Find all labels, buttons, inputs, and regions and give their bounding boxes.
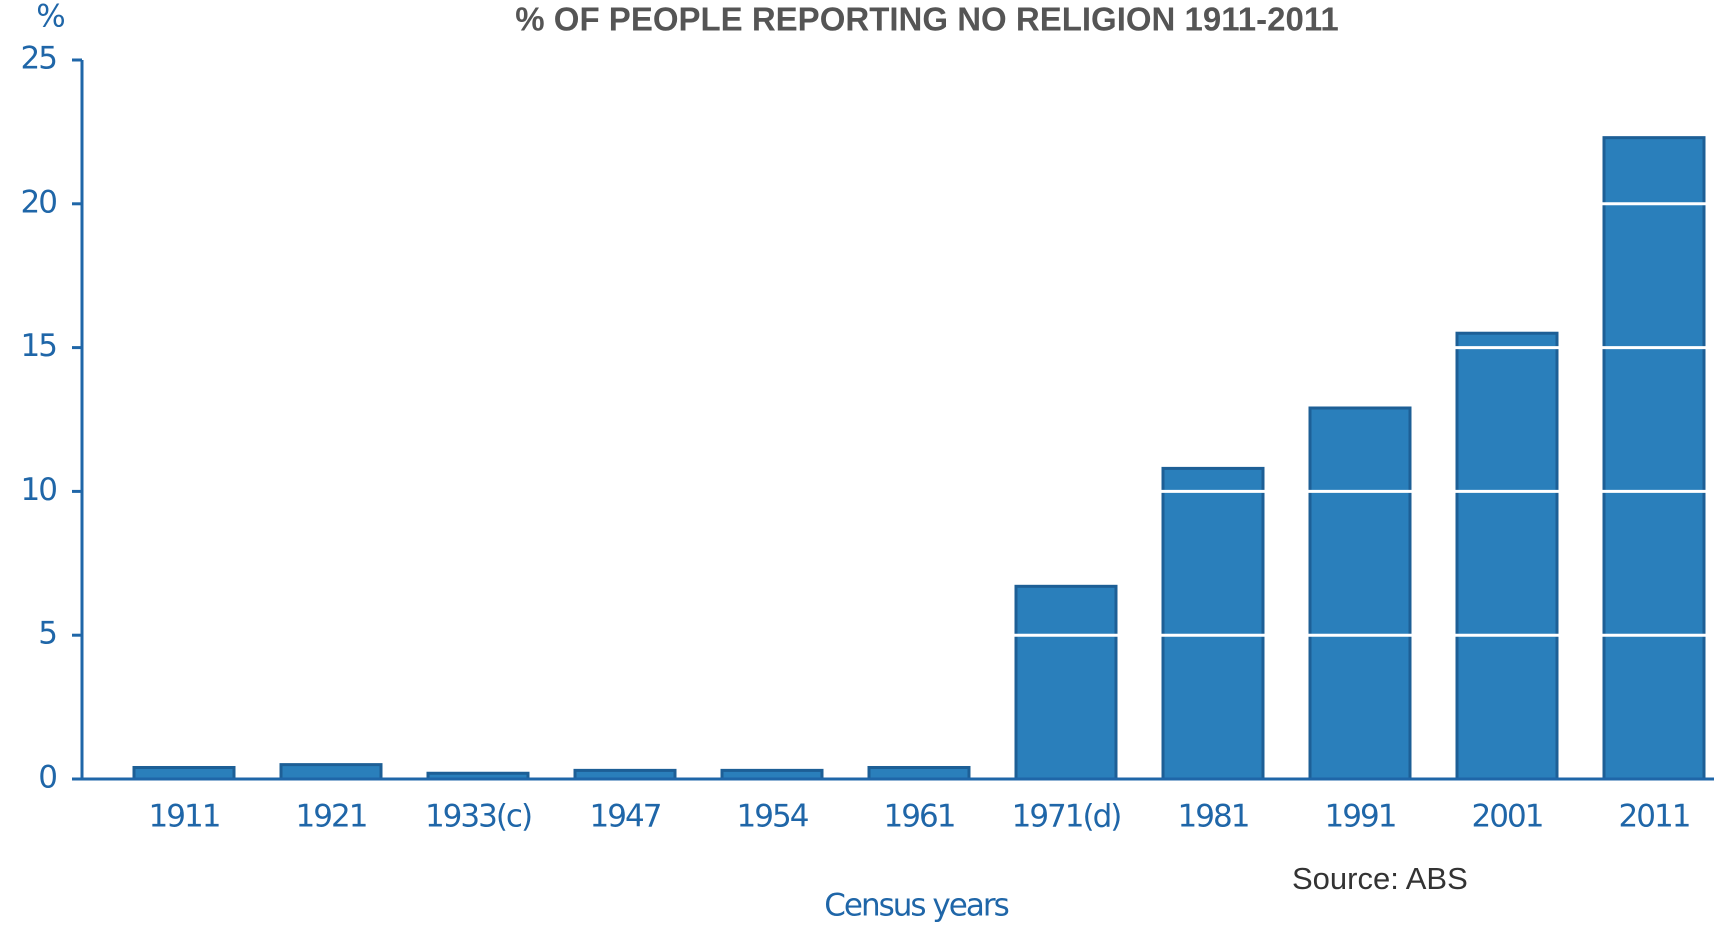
bar — [1014, 584, 1118, 781]
x-tick-label: 2011 — [1619, 799, 1690, 835]
x-tick-label: 1961 — [884, 799, 955, 835]
y-tick-label: 0 — [38, 760, 56, 796]
y-axis-label: % — [36, 0, 64, 35]
y-tick-label: 20 — [21, 184, 57, 220]
source-note: Source: ABS — [1292, 861, 1468, 896]
x-tick-label: 2001 — [1472, 799, 1543, 835]
y-tick-label: 10 — [21, 472, 57, 508]
bar — [867, 765, 971, 781]
bar — [1602, 136, 1706, 781]
y-tick-label: 25 — [21, 41, 57, 77]
bar — [132, 765, 236, 781]
x-tick-label: 1971(d) — [1012, 799, 1121, 835]
x-tick-label: 1921 — [296, 799, 367, 835]
x-tick-label: 1911 — [149, 799, 220, 835]
x-axis-label: Census years — [824, 888, 1008, 924]
y-tick-label: 5 — [38, 616, 56, 652]
bar — [279, 763, 383, 781]
x-tick-label: 1954 — [737, 799, 808, 835]
x-tick-label: 1991 — [1325, 799, 1396, 835]
bar — [1308, 406, 1412, 781]
x-tick-label: 1981 — [1178, 799, 1249, 835]
bar — [1455, 331, 1559, 781]
y-tick-label: 15 — [21, 328, 57, 364]
chart-title: % OF PEOPLE REPORTING NO RELIGION 1911-2… — [515, 1, 1338, 38]
bar — [1161, 466, 1265, 781]
x-tick-label: 1933(c) — [425, 799, 531, 835]
x-tick-label: 1947 — [590, 799, 661, 835]
